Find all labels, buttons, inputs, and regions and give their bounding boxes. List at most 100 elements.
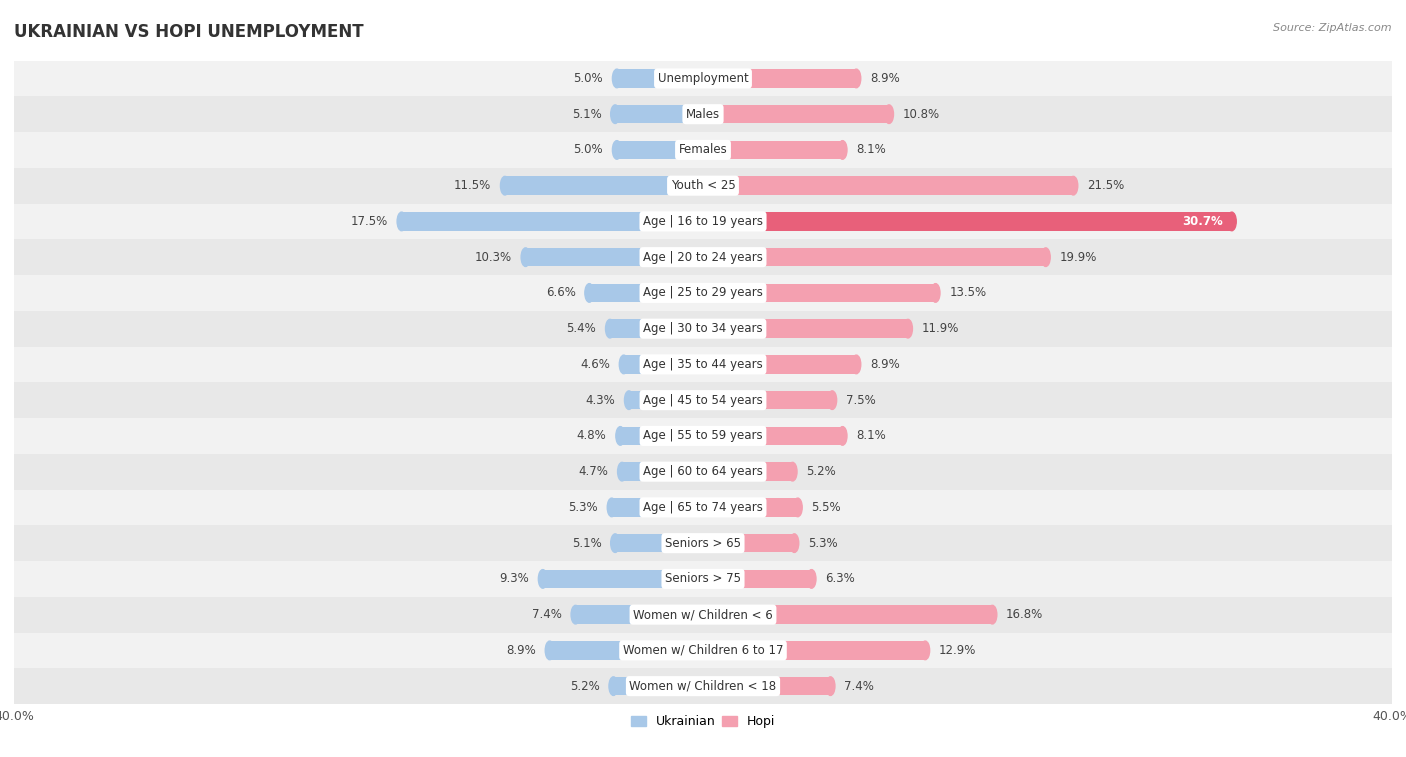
Text: 8.9%: 8.9%: [870, 72, 900, 85]
Text: 8.9%: 8.9%: [506, 644, 536, 657]
Text: 10.8%: 10.8%: [903, 107, 941, 120]
Circle shape: [838, 141, 846, 159]
Text: Age | 20 to 24 years: Age | 20 to 24 years: [643, 251, 763, 263]
Bar: [505, 176, 703, 195]
Circle shape: [613, 141, 621, 159]
Text: 13.5%: 13.5%: [949, 286, 987, 300]
Text: 7.4%: 7.4%: [844, 680, 875, 693]
Circle shape: [931, 284, 941, 302]
Circle shape: [838, 427, 846, 445]
Text: 5.1%: 5.1%: [572, 107, 602, 120]
Text: 5.5%: 5.5%: [811, 501, 841, 514]
Text: Youth < 25: Youth < 25: [671, 179, 735, 192]
Text: 5.0%: 5.0%: [574, 72, 603, 85]
Bar: [402, 212, 703, 231]
Circle shape: [546, 641, 554, 659]
Bar: [703, 498, 797, 517]
Circle shape: [1042, 248, 1050, 266]
Text: 16.8%: 16.8%: [1007, 608, 1043, 621]
Bar: [14, 668, 1392, 704]
Bar: [589, 284, 703, 302]
Bar: [703, 463, 793, 481]
Text: 11.9%: 11.9%: [922, 322, 959, 335]
Bar: [703, 677, 831, 696]
Text: Females: Females: [679, 143, 727, 157]
Text: 10.3%: 10.3%: [475, 251, 512, 263]
Bar: [624, 355, 703, 374]
Text: Age | 30 to 34 years: Age | 30 to 34 years: [643, 322, 763, 335]
Bar: [14, 597, 1392, 633]
Text: 4.3%: 4.3%: [585, 394, 616, 407]
Text: 7.4%: 7.4%: [531, 608, 562, 621]
Text: Age | 60 to 64 years: Age | 60 to 64 years: [643, 465, 763, 478]
Text: Age | 45 to 54 years: Age | 45 to 54 years: [643, 394, 763, 407]
Circle shape: [852, 355, 860, 374]
Text: Women w/ Children 6 to 17: Women w/ Children 6 to 17: [623, 644, 783, 657]
Text: 5.3%: 5.3%: [568, 501, 598, 514]
Text: 4.7%: 4.7%: [578, 465, 609, 478]
Text: 12.9%: 12.9%: [939, 644, 976, 657]
Bar: [14, 633, 1392, 668]
Circle shape: [571, 606, 581, 624]
Circle shape: [619, 355, 628, 374]
Text: 5.2%: 5.2%: [807, 465, 837, 478]
Legend: Ukrainian, Hopi: Ukrainian, Hopi: [626, 710, 780, 733]
Text: 5.4%: 5.4%: [567, 322, 596, 335]
Circle shape: [921, 641, 929, 659]
Circle shape: [988, 606, 997, 624]
Circle shape: [852, 69, 860, 88]
Bar: [703, 212, 1232, 231]
Bar: [14, 347, 1392, 382]
Text: 21.5%: 21.5%: [1087, 179, 1125, 192]
Bar: [617, 69, 703, 88]
Circle shape: [825, 677, 835, 696]
Circle shape: [617, 463, 627, 481]
Circle shape: [904, 319, 912, 338]
Bar: [14, 453, 1392, 490]
Bar: [628, 391, 703, 410]
Text: 9.3%: 9.3%: [499, 572, 529, 585]
Bar: [616, 534, 703, 553]
Bar: [703, 641, 925, 659]
Text: 8.1%: 8.1%: [856, 143, 886, 157]
Circle shape: [610, 105, 620, 123]
Circle shape: [624, 391, 634, 410]
Text: 5.2%: 5.2%: [569, 680, 599, 693]
Bar: [703, 569, 811, 588]
Circle shape: [616, 427, 624, 445]
Text: Unemployment: Unemployment: [658, 72, 748, 85]
Circle shape: [522, 248, 530, 266]
Circle shape: [1069, 176, 1078, 195]
Circle shape: [585, 284, 593, 302]
Circle shape: [613, 69, 621, 88]
Bar: [526, 248, 703, 266]
Bar: [14, 96, 1392, 132]
Bar: [620, 427, 703, 445]
Text: 5.3%: 5.3%: [808, 537, 838, 550]
Circle shape: [606, 319, 614, 338]
Text: 17.5%: 17.5%: [350, 215, 388, 228]
Bar: [610, 319, 703, 338]
Circle shape: [789, 463, 797, 481]
Circle shape: [807, 569, 815, 588]
Bar: [703, 248, 1046, 266]
Bar: [703, 355, 856, 374]
Bar: [14, 490, 1392, 525]
Circle shape: [828, 391, 837, 410]
Circle shape: [607, 498, 616, 517]
Text: UKRAINIAN VS HOPI UNEMPLOYMENT: UKRAINIAN VS HOPI UNEMPLOYMENT: [14, 23, 364, 41]
Text: Age | 55 to 59 years: Age | 55 to 59 years: [643, 429, 763, 442]
Bar: [14, 204, 1392, 239]
Text: Age | 65 to 74 years: Age | 65 to 74 years: [643, 501, 763, 514]
Text: Age | 16 to 19 years: Age | 16 to 19 years: [643, 215, 763, 228]
Text: 5.1%: 5.1%: [572, 537, 602, 550]
Bar: [703, 105, 889, 123]
Bar: [14, 561, 1392, 597]
Bar: [617, 141, 703, 159]
Bar: [703, 69, 856, 88]
Bar: [612, 498, 703, 517]
Bar: [14, 132, 1392, 168]
Text: Source: ZipAtlas.com: Source: ZipAtlas.com: [1274, 23, 1392, 33]
Bar: [621, 463, 703, 481]
Bar: [14, 418, 1392, 453]
